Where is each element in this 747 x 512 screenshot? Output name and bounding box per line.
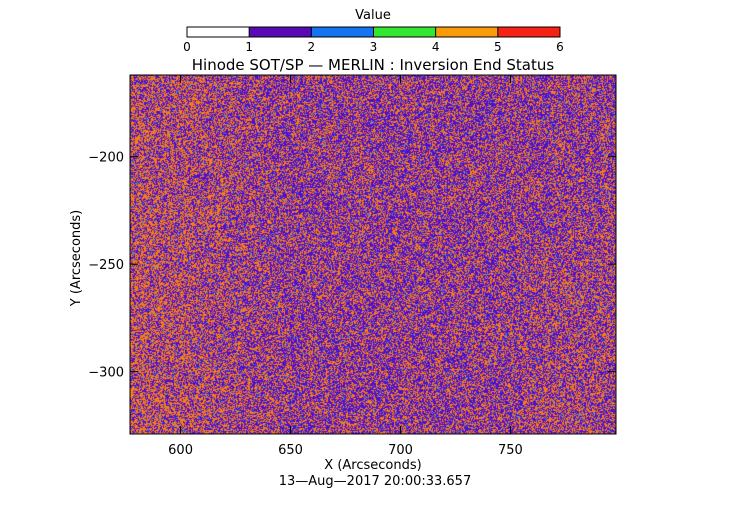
colorbar-ticks: 0 1 2 3 4 5 6 [183, 27, 564, 54]
colorbar-tick-label-6: 6 [556, 40, 564, 54]
x-tick-label-2: 700 [388, 443, 413, 458]
colorbar-bin-4 [435, 27, 498, 37]
plot-frame [129, 74, 617, 435]
timestamp: 13—Aug—2017 20:00:33.657 [279, 474, 471, 489]
y-tick-label-1: −250 [88, 258, 124, 273]
x-tick-label-0: 600 [168, 443, 193, 458]
y-tick-label-2: −300 [88, 366, 124, 381]
y-axis-label: Y (Arcseconds) [69, 210, 84, 307]
heatmap-pixels [130, 75, 616, 434]
colorbar-tick-label-5: 5 [494, 40, 502, 54]
colorbar-bin-2 [311, 27, 374, 37]
colorbar-tick-label-1: 1 [245, 40, 253, 54]
colorbar-tick-label-0: 0 [183, 40, 191, 54]
y-axis-ticks: −200 −250 −300 [88, 151, 616, 381]
colorbar-title: Value [355, 8, 391, 23]
y-tick-label-0: −200 [88, 151, 124, 166]
colorbar-tick-label-2: 2 [308, 40, 316, 54]
colorbar-bin-1 [249, 27, 312, 37]
colorbar-bin-3 [373, 27, 436, 37]
x-tick-label-1: 650 [278, 443, 303, 458]
colorbar-bin-5 [497, 27, 560, 37]
chart-title: Hinode SOT/SP — MERLIN : Inversion End S… [192, 56, 555, 74]
colorbar-tick-label-3: 3 [370, 40, 378, 54]
x-axis-ticks: 600 650 700 750 [168, 75, 523, 458]
colorbar-tick-label-4: 4 [432, 40, 440, 54]
heatmap-image [130, 75, 616, 434]
colorbar-bin-0 [187, 27, 250, 37]
x-tick-label-3: 750 [498, 443, 523, 458]
x-axis-label: X (Arcseconds) [324, 458, 421, 473]
